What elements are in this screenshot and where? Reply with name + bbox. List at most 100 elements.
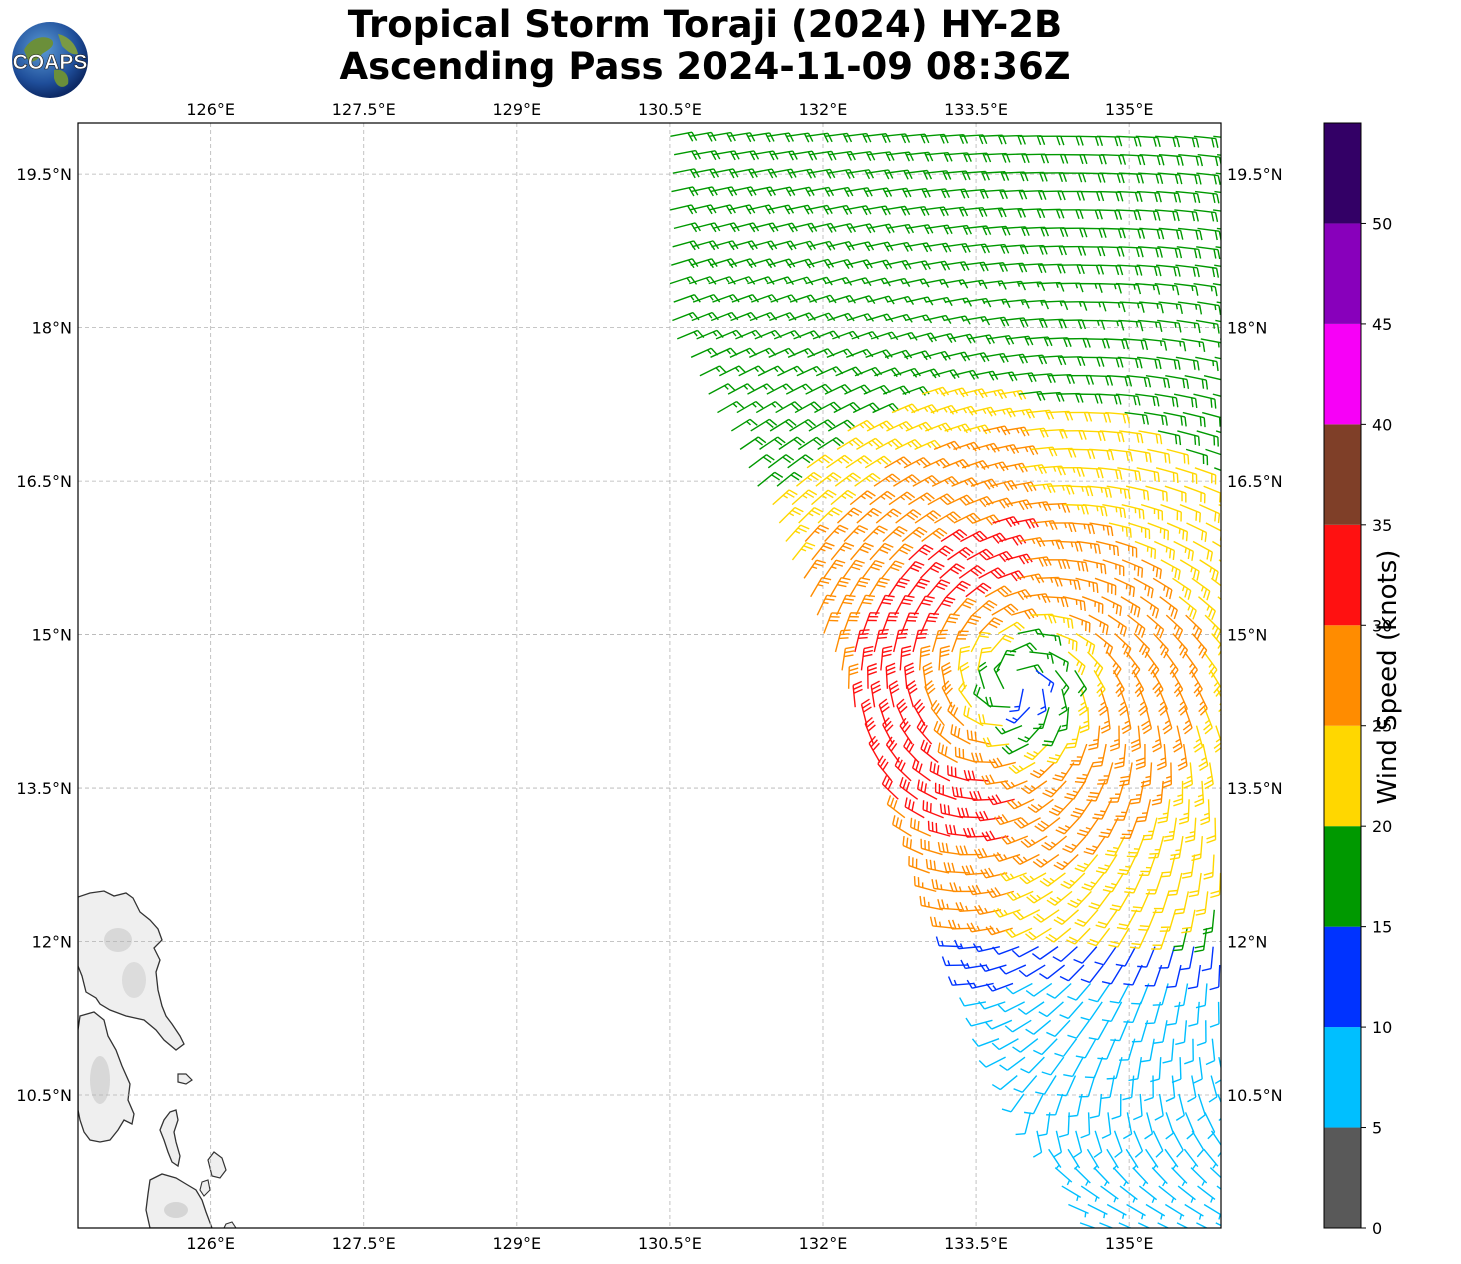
wind-barb [1193,1057,1203,1084]
wind-barb [1067,1148,1081,1170]
wind-barb [1026,890,1053,904]
wind-speed-colorbar: 0 5 10 15 20 25 30 35 40 45 50 [1323,122,1392,1238]
wind-barb [940,661,952,689]
wind-barb [1009,481,1037,493]
wind-barb [1158,227,1184,240]
wind-barb [1075,1038,1097,1059]
colorbar-tick-label: 30 [1372,616,1392,635]
wind-barb [999,389,1027,401]
wind-barb [693,150,721,161]
wind-barb [1012,1038,1039,1053]
wind-barb [967,334,995,345]
wind-barb [699,365,727,377]
wind-barb [1008,761,1036,775]
wind-barb [809,294,837,304]
wind-barb [1195,356,1219,372]
wind-barb [1133,633,1151,659]
wind-barb [1046,1019,1071,1038]
wind-barb [869,490,896,506]
wind-barb [985,696,1011,708]
wind-barb [914,510,942,524]
wind-barb [1193,725,1204,753]
wind-barb [998,964,1027,975]
wind-barb [970,478,999,490]
wind-barb [1195,319,1220,334]
wind-barb [1080,1001,1103,1021]
wind-barb [777,365,805,377]
wind-barb [981,352,1009,363]
wind-barb [990,371,1018,382]
wind-barb [670,131,698,142]
colorbar-tick-label: 25 [1372,717,1392,736]
wind-barb [1105,411,1131,424]
wind-barb [791,541,816,561]
wind-barb [736,400,764,414]
wind-barb [1108,927,1130,948]
wind-barb [1192,540,1214,562]
wind-barb [960,279,988,290]
wind-barb [1157,172,1183,185]
wind-barb [729,258,757,269]
wind-barb [1061,1185,1082,1202]
wind-barb [826,454,853,469]
wind-barb [865,187,893,198]
colorbar-tick-label: 15 [1372,918,1392,937]
wind-barb [1094,633,1114,657]
wind-barb [788,312,816,322]
wind-barb [1154,1093,1164,1121]
wind-barb [852,680,863,708]
wind-barb [1019,872,1047,885]
wind-barb [904,187,931,198]
lon-tick-label-bottom: 135°E [1105,1234,1154,1253]
wind-barb [1094,946,1117,966]
wind-barb [962,261,989,272]
wind-barb [1067,983,1092,1001]
wind-barb [971,600,998,616]
wind-barb [965,582,992,598]
wind-barb [849,490,876,506]
wind-barb [933,720,952,745]
wind-barb [830,489,857,506]
wind-barb [1069,614,1091,633]
wind-barb [954,746,978,764]
wind-barb [1119,430,1144,444]
wind-barb [1145,1148,1159,1170]
wind-barb [748,454,775,469]
wind-barb [1048,798,1074,816]
wind-barb [1128,522,1151,540]
wind-barb [1081,227,1107,238]
wind-barb [790,150,818,161]
wind-barb [1089,522,1114,537]
wind-barb [978,1056,1006,1068]
wind-barb [1203,651,1218,678]
wind-barb [894,756,912,782]
wind-barb [999,134,1026,145]
wind-barb [1027,798,1054,813]
wind-barb [841,646,855,671]
wind-barb [1133,577,1154,599]
wind-barb [1194,928,1208,953]
colorbar-bin [1324,1027,1361,1128]
wind-barb [931,629,948,653]
wind-barb [1087,375,1114,386]
wind-barb [1065,725,1081,749]
wind-barb [1140,762,1153,788]
wind-barb [923,188,951,199]
wind-barb [955,901,982,913]
wind-barb [860,698,872,726]
wind-barb [1075,632,1096,655]
wind-barb [953,512,981,525]
wind-barb [969,790,996,801]
wind-barb [1138,172,1164,184]
wind-barb [918,645,931,671]
wind-barb [920,838,943,856]
wind-barb [1069,448,1096,460]
lat-tick-label-right: 15°N [1227,626,1267,645]
wind-barb [689,131,717,142]
wind-barb [1144,1075,1154,1102]
wind-barb [674,149,702,160]
wind-barb [1134,540,1157,559]
wind-barb [1177,430,1201,446]
wind-barb [1096,209,1123,220]
wind-barb [1187,1075,1197,1103]
